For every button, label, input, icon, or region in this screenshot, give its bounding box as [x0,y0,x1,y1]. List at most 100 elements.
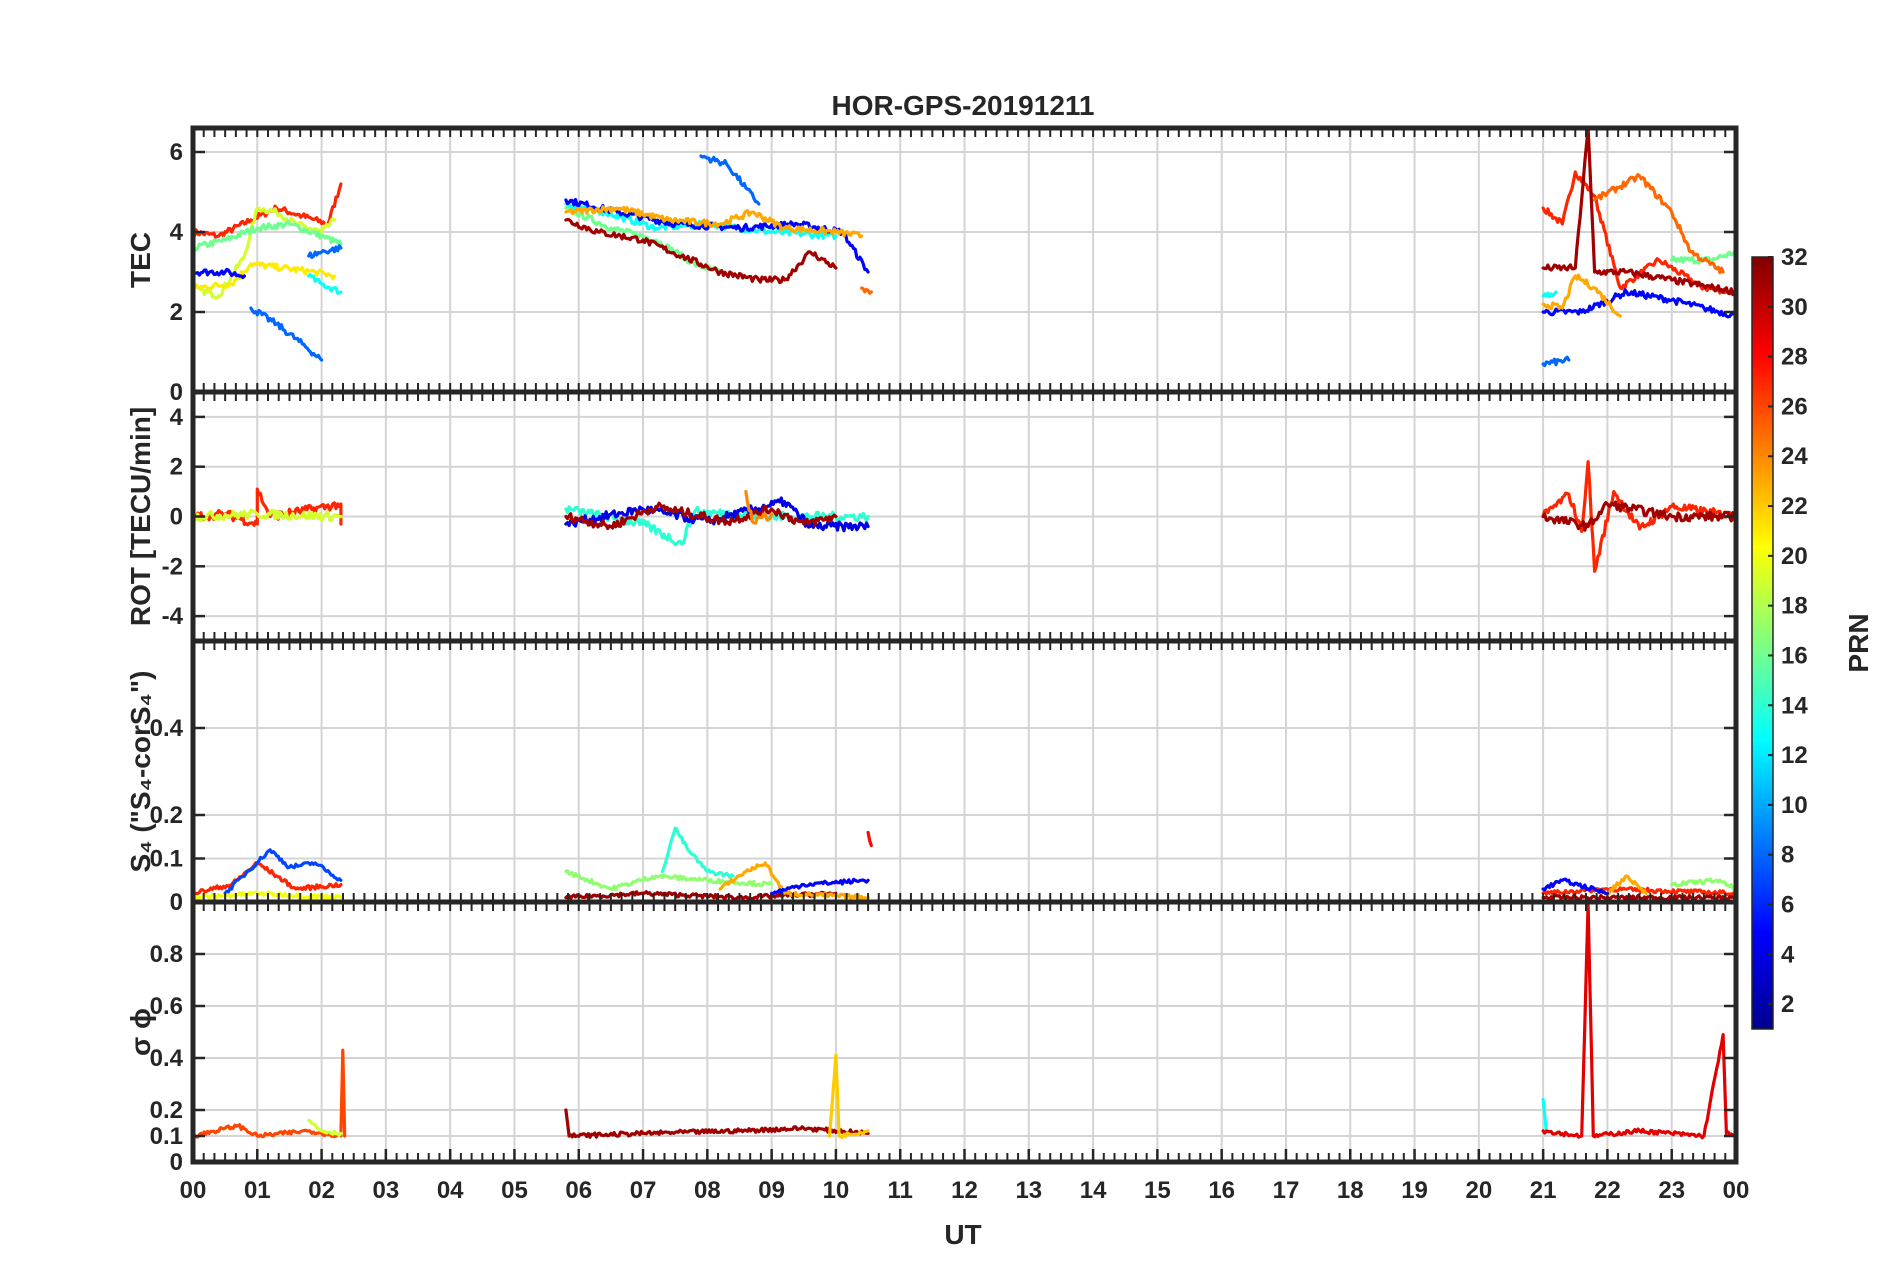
traces-sigma_phi [193,903,1736,1140]
x-tick-label: 17 [1273,1177,1300,1204]
series-line-prn-19 [193,206,336,300]
x-tick-label: 22 [1594,1177,1621,1204]
y-tick-label: 6 [170,139,183,166]
series-line-prn-13 [1541,290,1558,299]
y-axis-title-tec: TEC [125,232,156,288]
y-tick-label: 2 [170,454,183,481]
series-line-prn-23 [1541,273,1622,318]
x-tick-label: 14 [1080,1177,1107,1204]
y-tick-label: -4 [162,603,184,630]
colorbar-tick-label: 26 [1781,393,1808,420]
colorbar-tick-label: 28 [1781,344,1808,371]
y-tick-label: -2 [162,553,183,580]
x-tick-label: 07 [630,1177,657,1204]
x-tick-label: 10 [823,1177,850,1204]
series-line-prn-5 [1541,288,1736,319]
series-line-prn-19 [307,1118,343,1137]
colorbar-tick-label: 8 [1781,842,1794,869]
traces-rot [193,460,1736,573]
colorbar-tick-label: 6 [1781,891,1794,918]
y-tick-label: 0.4 [150,1045,184,1072]
series-line-prn-23 [564,205,864,239]
series-line-prn-24 [744,490,774,525]
panel-s4: 0 0.1 0.2 0.4S₄ ("S₄-corS₄") [125,638,1739,916]
y-tick-label: 4 [170,219,184,246]
colorbar-tick-label: 30 [1781,294,1808,321]
x-tick-label: 21 [1530,1177,1557,1204]
series-line-prn-20 [193,890,343,901]
series-line-prn-27 [1541,886,1736,897]
series-line-prn-31 [564,1108,870,1139]
traces-tec [193,128,1736,368]
series-line-prn-23 [718,861,870,901]
series-line-prn-13 [307,273,343,295]
y-tick-label: 0 [170,889,183,916]
x-tick-label: 18 [1337,1177,1364,1204]
x-tick-label: 15 [1144,1177,1171,1204]
colorbar-gradient [1751,256,1774,1030]
colorbar-tick-label: 20 [1781,543,1808,570]
series-line-prn-29 [1541,903,1736,1140]
series-line-prn-25 [860,286,873,295]
colorbar-tick-label: 22 [1781,493,1808,520]
y-tick-label: 2 [170,299,183,326]
panel-sigma_phi: 00.10.2 0.4 0.6 0.8 σ ϕ [125,899,1739,1176]
y-tick-label: 0.6 [150,993,183,1020]
y-tick-label: 0 [170,1149,183,1176]
series-line-prn-19 [193,508,343,523]
y-axis-title-s4: S₄ ("S₄-corS₄") [125,671,156,873]
colorbar-tick-label: 18 [1781,593,1808,620]
series-line-prn-25 [1593,173,1725,275]
x-tick-label: 00 [180,1177,207,1204]
series-line-prn-17 [1670,877,1736,892]
colorbar-tick-label: 16 [1781,642,1808,669]
y-tick-label: 4 [170,404,184,431]
colorbar-label: PRN [1843,613,1874,672]
panel-tec: 0 2 4 6 TEC [125,125,1739,406]
colorbar-tick-label: 32 [1781,244,1808,271]
y-tick-label: 0 [170,504,183,531]
series-line-prn-14 [564,505,870,547]
colorbar-tick-label: 14 [1781,692,1808,719]
x-tick-label: 16 [1208,1177,1235,1204]
x-tick-label: 01 [244,1177,271,1204]
series-line-prn-5 [1541,877,1609,896]
x-tick-label: 12 [951,1177,978,1204]
y-tick-label: 0.4 [150,715,184,742]
series-line-prn-23 [1605,874,1648,896]
y-tick-label: 0.8 [150,941,183,968]
series-line-prn-8 [307,244,343,259]
x-tick-label: 11 [888,1177,913,1204]
series-line-prn-21 [193,261,336,291]
x-tick-label: 09 [758,1177,785,1204]
series-line-prn-31 [564,217,838,285]
y-tick-label: 0.1 [150,846,183,873]
x-tick-label: 06 [565,1177,592,1204]
series-line-prn-31 [1541,500,1736,532]
y-tick-label: 0.2 [150,802,183,829]
x-tick-label: 19 [1401,1177,1428,1204]
series-line-prn-26 [193,1048,347,1139]
y-tick-label: 0.2 [150,1097,183,1124]
series-line-prn-28 [866,830,873,848]
colorbar-tick-label: 10 [1781,792,1808,819]
series-line-prn-5 [770,877,870,896]
series-line-prn-17 [564,868,774,892]
y-tick-label: 0.1 [150,1123,183,1150]
series-line-prn-14 [660,826,735,879]
series-line-prn-27 [193,861,343,896]
colorbar-tick-label: 2 [1781,991,1794,1018]
series-line-prn-8 [699,154,761,206]
colorbar-tick-label: 4 [1781,941,1795,968]
x-axis-title: UT [944,1219,981,1250]
x-tick-label: 20 [1465,1177,1492,1204]
x-tick-label: 02 [308,1177,335,1204]
y-axis-title-sigma_phi: σ ϕ [125,1008,156,1056]
x-tick-label: 04 [437,1177,464,1204]
x-tick-label: 23 [1658,1177,1685,1204]
x-tick-label: 13 [1015,1177,1042,1204]
series-line-prn-31 [564,501,838,531]
y-axis-title-rot: ROT [TECU/min] [125,407,156,626]
